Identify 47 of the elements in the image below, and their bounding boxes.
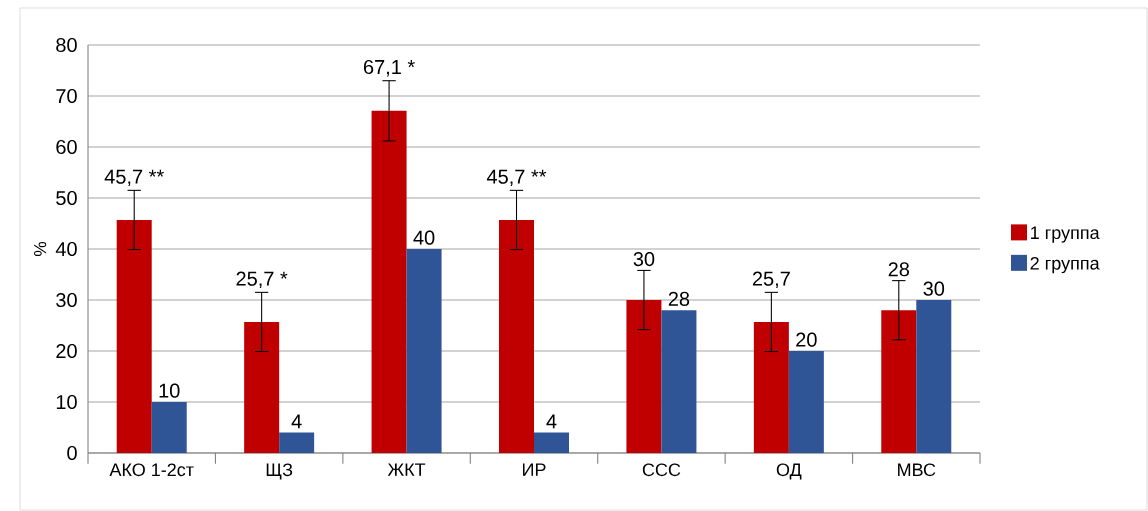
data-label: 45,7 ** [486, 169, 547, 187]
data-label: 28 [888, 262, 910, 277]
y-tick-label: 50 [56, 190, 77, 206]
x-tick-label: ОД [776, 463, 802, 480]
y-tick-label: 0 [67, 445, 77, 461]
bar [244, 321, 280, 453]
y-tick-label: 80 [56, 37, 77, 53]
y-tick-label: 10 [56, 394, 77, 410]
legend-label: 2 группа [1030, 256, 1100, 274]
x-tick-label: ИР [523, 463, 546, 476]
data-label: 25,7 [752, 271, 790, 289]
y-tick-label: 60 [56, 139, 77, 155]
data-label: 30 [633, 251, 655, 267]
data-label: 67,1 * [363, 59, 415, 77]
data-label: 45,7 ** [104, 169, 164, 187]
data-label: 10 [159, 383, 180, 398]
y-axis-title: % [34, 241, 47, 257]
bar [881, 310, 917, 453]
bar [406, 249, 442, 453]
x-tick-label: МВС [898, 463, 936, 477]
bar [371, 110, 407, 453]
bar [534, 432, 569, 453]
bar [753, 321, 789, 453]
data-label: 28 [668, 291, 690, 306]
y-tick-label: 70 [56, 88, 77, 104]
data-label: 30 [923, 281, 945, 296]
bar [151, 402, 187, 453]
x-tick-label: АКО 1-2ст [109, 463, 194, 477]
bar [499, 219, 534, 453]
bar [279, 432, 315, 453]
y-tick-label: 30 [56, 292, 77, 308]
data-label: 4 [546, 414, 557, 429]
x-tick-label: ЩЗ [266, 463, 293, 480]
data-label: 20 [796, 332, 817, 347]
bar [916, 300, 952, 453]
legend-label: 1 группа [1031, 226, 1100, 243]
bar [116, 219, 152, 453]
bar [788, 351, 824, 453]
data-label: 40 [413, 230, 435, 245]
x-tick-label: ЖКТ [387, 463, 426, 476]
bar [626, 300, 662, 453]
y-tick-label: 40 [55, 241, 77, 257]
x-tick-label: ССС [642, 463, 681, 477]
data-label: 25,7 * [236, 271, 288, 289]
bar [661, 310, 697, 453]
data-label: 4 [291, 414, 302, 429]
y-tick-label: 20 [56, 343, 77, 359]
